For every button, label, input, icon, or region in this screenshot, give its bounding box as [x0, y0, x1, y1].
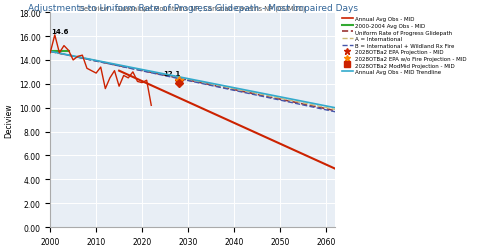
- Y-axis label: Deciview: Deciview: [4, 103, 13, 137]
- Text: Deciview - Guadalupe Mountains NP, Carlsbad Caverns NP (GUMO1): Deciview - Guadalupe Mountains NP, Carls…: [80, 6, 306, 12]
- Title: Adjustments to Uniform Rate of Progress Glidepath - Most Impaired Days: Adjustments to Uniform Rate of Progress …: [28, 4, 357, 13]
- Legend: Annual Avg Obs - MID, 2000-2004 Avg Obs - MID, Uniform Rate of Progress Glidepat: Annual Avg Obs - MID, 2000-2004 Avg Obs …: [340, 16, 468, 76]
- Text: 12.1: 12.1: [162, 71, 180, 77]
- Text: 14.6: 14.6: [51, 29, 68, 35]
